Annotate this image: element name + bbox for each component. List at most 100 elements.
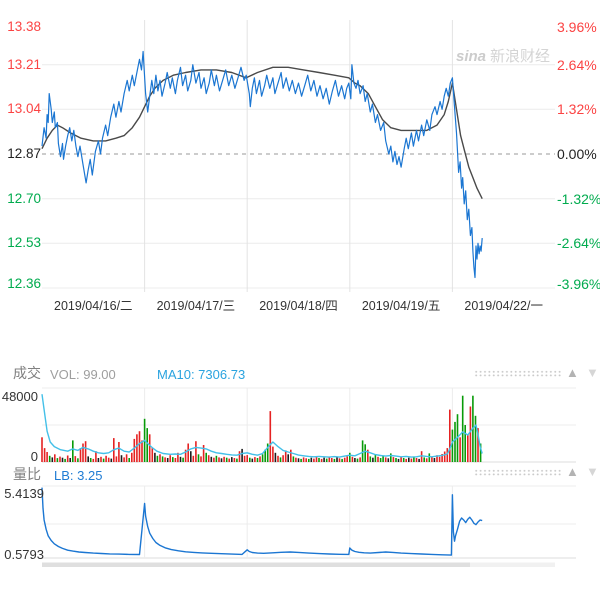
volume-bar — [218, 457, 220, 462]
volume-bar — [100, 456, 102, 462]
watermark-brand: 新浪财经 — [490, 48, 551, 65]
volume-panel-expand-down-icon[interactable]: ▼ — [586, 365, 599, 380]
x-axis-day-label: 2019/04/22/一 — [464, 299, 543, 313]
volume-bar — [261, 454, 264, 462]
volume-bar — [133, 438, 136, 462]
volume-bar — [161, 456, 164, 462]
volume-bar — [300, 458, 302, 462]
volume-bar — [205, 452, 207, 463]
volume-bar — [390, 453, 392, 462]
volume-bar — [131, 452, 133, 463]
lb-panel-drag-handle[interactable] — [474, 469, 562, 477]
volume-bar — [136, 434, 138, 463]
volume-bar — [469, 406, 472, 462]
volume-bar — [464, 425, 466, 462]
volume-bar — [223, 456, 225, 462]
volume-bar — [115, 456, 118, 462]
volume-bar — [184, 449, 187, 462]
volume-bar — [379, 458, 382, 462]
volume-bar — [172, 457, 174, 462]
volume-bar — [397, 458, 400, 462]
volume-bar — [354, 458, 356, 462]
volume-bar — [402, 458, 405, 462]
change-pct-axis-tick-right: 3.96% — [557, 19, 597, 35]
x-axis-day-label: 2019/04/18/四 — [259, 299, 338, 313]
volume-bar — [156, 455, 159, 462]
volume-bar — [246, 455, 248, 462]
volume-bar — [272, 446, 274, 462]
volume-bar — [323, 457, 325, 462]
price-axis-tick-left: 12.53 — [7, 235, 41, 251]
volume-bar — [359, 457, 361, 462]
lb-y-min-label: 0.5793 — [4, 547, 44, 562]
volume-bar — [105, 455, 107, 462]
volume-bar — [82, 443, 84, 462]
volume-bar — [341, 458, 343, 462]
lb-panel-expand-down-icon[interactable]: ▼ — [586, 464, 599, 479]
price-axis-tick-left: 13.04 — [7, 101, 41, 117]
volume-bar — [123, 457, 125, 462]
volume-bar — [236, 458, 238, 462]
lb-y-max-label: 5.4139 — [4, 486, 44, 501]
volume-bar — [69, 458, 71, 462]
volume-bar — [110, 458, 113, 462]
volume-bar — [154, 452, 156, 463]
volume-bar — [400, 456, 402, 462]
lb-panel-collapse-up-icon[interactable]: ▲ — [566, 464, 579, 479]
volume-bar — [238, 451, 241, 462]
volume-bar — [190, 451, 192, 462]
change-pct-axis-tick-right: 0.00% — [557, 146, 597, 162]
volume-bar — [392, 457, 395, 462]
volume-bar — [333, 458, 336, 462]
volume-bar — [66, 455, 69, 462]
volume-bar — [87, 456, 89, 462]
volume-bar — [249, 457, 251, 462]
volume-bar — [441, 454, 443, 462]
volume-ma10-line — [41, 394, 483, 458]
volume-bar — [254, 457, 256, 462]
volume-bar — [225, 457, 228, 462]
volume-bar — [377, 456, 379, 462]
volume-bar — [148, 434, 151, 463]
volume-bar — [449, 409, 451, 462]
volume-bar — [177, 452, 179, 463]
volume-bar — [207, 455, 210, 462]
volume-bar — [231, 457, 233, 462]
volume-bar — [336, 457, 338, 462]
volume-panel-drag-handle[interactable] — [474, 370, 562, 378]
volume-bar — [290, 449, 292, 462]
volume-bar — [120, 455, 123, 462]
time-scrollbar-elapsed[interactable] — [42, 562, 470, 568]
volume-bar — [318, 458, 320, 462]
volume-bar — [374, 454, 377, 462]
change-pct-axis-tick-right: -3.96% — [557, 276, 600, 292]
volume-bar — [107, 457, 110, 462]
volume-bar — [349, 452, 351, 463]
volume-y-min-label: 0 — [30, 449, 38, 464]
time-scrollbar-rest[interactable] — [470, 562, 555, 568]
change-pct-axis-tick-right: 2.64% — [557, 56, 597, 73]
volume-bar — [479, 443, 482, 462]
volume-bar — [159, 454, 161, 462]
price-axis-tick-left: 13.21 — [7, 56, 41, 72]
volume-bar — [408, 457, 410, 462]
volume-panel-collapse-up-icon[interactable]: ▲ — [566, 365, 579, 380]
volume-bar — [425, 458, 428, 462]
volume-bar — [266, 443, 269, 462]
volume-bar — [292, 456, 295, 462]
volume-bar — [459, 437, 461, 462]
volume-bar — [251, 458, 254, 462]
x-axis-day-label: 2019/04/16/二 — [54, 299, 133, 313]
volume-bar — [195, 441, 197, 462]
volume-bar — [305, 458, 307, 462]
volume-bar — [284, 450, 287, 462]
sina-logo: sina — [456, 48, 487, 65]
volume-bar — [233, 458, 236, 462]
volume-bar — [269, 411, 272, 462]
volume-bar — [279, 457, 282, 462]
volume-bar — [428, 453, 431, 462]
volume-bar — [259, 456, 261, 462]
volume-bar — [384, 457, 387, 462]
volume-bar — [146, 428, 148, 462]
